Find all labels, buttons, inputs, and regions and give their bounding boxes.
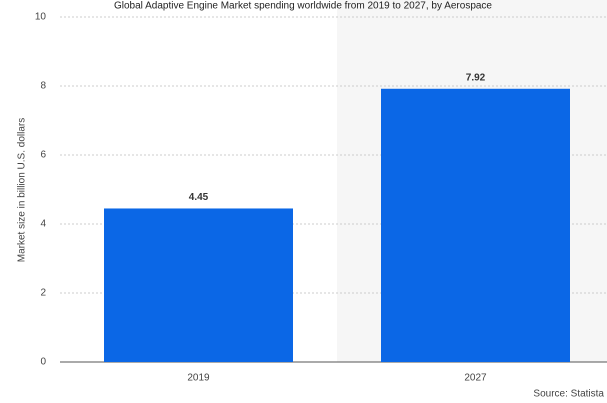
value-label: 7.92 xyxy=(466,72,486,83)
chart-title: Global Adaptive Engine Market spending w… xyxy=(114,1,492,12)
y-axis-label: Market size in billion U.S. dollars xyxy=(17,118,28,263)
source: Source: Statista xyxy=(533,389,604,400)
x-tick-label: 2019 xyxy=(187,373,210,384)
y-tick-label: 0 xyxy=(40,357,46,368)
x-tick-label: 2027 xyxy=(464,373,487,384)
y-tick-label: 6 xyxy=(40,150,46,161)
y-tick-label: 4 xyxy=(40,219,46,230)
y-tick-label: 8 xyxy=(40,81,46,92)
bar xyxy=(104,208,293,362)
y-tick-label: 2 xyxy=(40,288,46,299)
y-tick-label: 10 xyxy=(35,12,47,23)
value-label: 4.45 xyxy=(189,192,209,203)
bar xyxy=(381,88,570,362)
